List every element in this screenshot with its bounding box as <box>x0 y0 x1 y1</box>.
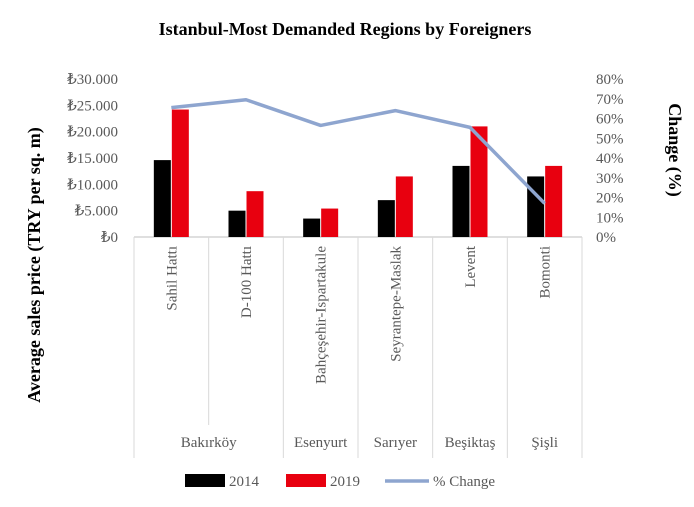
bar-2014 <box>303 218 321 237</box>
bar-2019 <box>246 191 264 237</box>
y2-tick-label: 50% <box>596 131 624 147</box>
y2-tick-label: 0% <box>596 230 616 246</box>
bar-2014 <box>377 200 395 237</box>
y2-tick-label: 70% <box>596 92 624 108</box>
bar-2019 <box>470 126 488 237</box>
y2-tick-label: 40% <box>596 151 624 167</box>
y2-tick-label: 30% <box>596 171 624 187</box>
y2-tick-label: 10% <box>596 210 624 226</box>
category-label: Levent <box>463 245 479 287</box>
bar-2014 <box>452 165 470 237</box>
legend-label: % Change <box>433 474 495 490</box>
bar-2019 <box>321 208 339 237</box>
legend: 2014 2019 % Change <box>185 474 495 490</box>
legend-swatch <box>286 474 326 487</box>
bar-2014 <box>228 210 246 237</box>
y-axis-label: Average sales price (TRY per sq. m) <box>24 127 45 402</box>
group-label: Esenyurt <box>294 435 348 451</box>
y2-tick-label: 60% <box>596 112 624 128</box>
bar-2014 <box>527 176 545 237</box>
y-tick-label: ₺20.000 <box>66 125 118 141</box>
category-label: D-100 Hattı <box>239 246 255 318</box>
group-label: Şişli <box>531 435 558 451</box>
y-tick-label: ₺25.000 <box>66 98 118 114</box>
bar-2019 <box>171 109 189 237</box>
plot-area: ₺0 ₺5.000 ₺10.000 ₺15.000 ₺20.000 ₺25.000 ₺30.… <box>66 72 624 458</box>
category-label: Bahçeşehir-Ispartakule <box>314 246 330 384</box>
group-label: Sarıyer <box>374 435 417 451</box>
y-tick-label: ₺15.000 <box>66 151 118 167</box>
legend-label: 2019 <box>330 474 360 490</box>
line-series-change <box>171 97 546 205</box>
bar-2019 <box>395 176 413 237</box>
y-tick-label: ₺5.000 <box>74 204 118 220</box>
bar-2019 <box>545 165 563 237</box>
category-label: Sahil Hattı <box>164 246 180 311</box>
category-label: Bomonti <box>538 246 554 299</box>
y2-axis-label: Change (%) <box>664 103 685 197</box>
group-label: Beşiktaş <box>445 435 496 451</box>
bar-2014 <box>153 160 171 237</box>
y2-tick-label: 80% <box>596 72 624 88</box>
y-tick-label: ₺30.000 <box>66 72 118 88</box>
y-tick-label: ₺10.000 <box>66 177 118 193</box>
legend-label: 2014 <box>229 474 260 490</box>
y2-tick-label: 20% <box>596 191 624 207</box>
category-label: Seyrantepe-Maslak <box>388 246 404 362</box>
chart-title: Istanbul-Most Demanded Regions by Foreig… <box>159 19 532 39</box>
legend-swatch <box>185 474 225 487</box>
y-tick-label: ₺0 <box>100 230 118 246</box>
group-label: Bakırköy <box>181 435 237 451</box>
